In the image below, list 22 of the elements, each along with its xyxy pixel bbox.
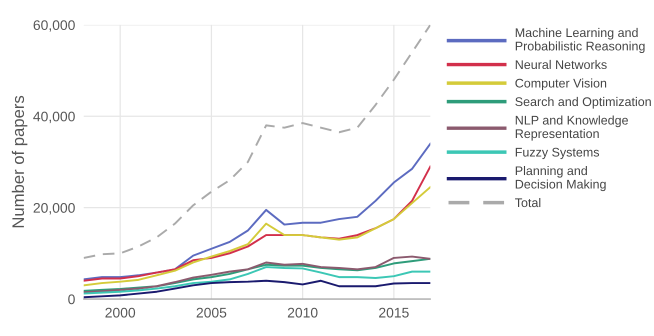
x-tick-label: 2010 (288, 308, 318, 318)
y-axis-title: Number of papers (12, 96, 28, 228)
x-tick-label: 2015 (379, 308, 409, 318)
y-tick-label: 40,000 (33, 112, 75, 124)
x-tick-label: 2005 (196, 308, 226, 318)
legend-label: Search and Optimization (515, 96, 651, 109)
line-series (84, 142, 430, 280)
y-tick-label: 20,000 (34, 202, 75, 214)
line-series (84, 280, 430, 298)
y-tick-label: 0 (68, 294, 75, 304)
legend-label: Planning and Decision Making (516, 166, 606, 192)
legend-label: Total (515, 198, 540, 208)
legend-label: Fuzzy Systems (516, 148, 600, 160)
x-tick-label: 2000 (105, 308, 136, 318)
line-series (84, 266, 430, 295)
legend-label: Machine Learning and Probabilistic Reasoning (516, 28, 645, 54)
legend-label: NLP and Knowledge Representation (516, 115, 628, 141)
legend-label: Neural Networks (516, 60, 607, 70)
line-series (84, 24, 430, 259)
y-tick-label: 60,000 (34, 20, 75, 32)
line-series (84, 186, 430, 286)
legend-label: Computer Vision (515, 78, 606, 90)
